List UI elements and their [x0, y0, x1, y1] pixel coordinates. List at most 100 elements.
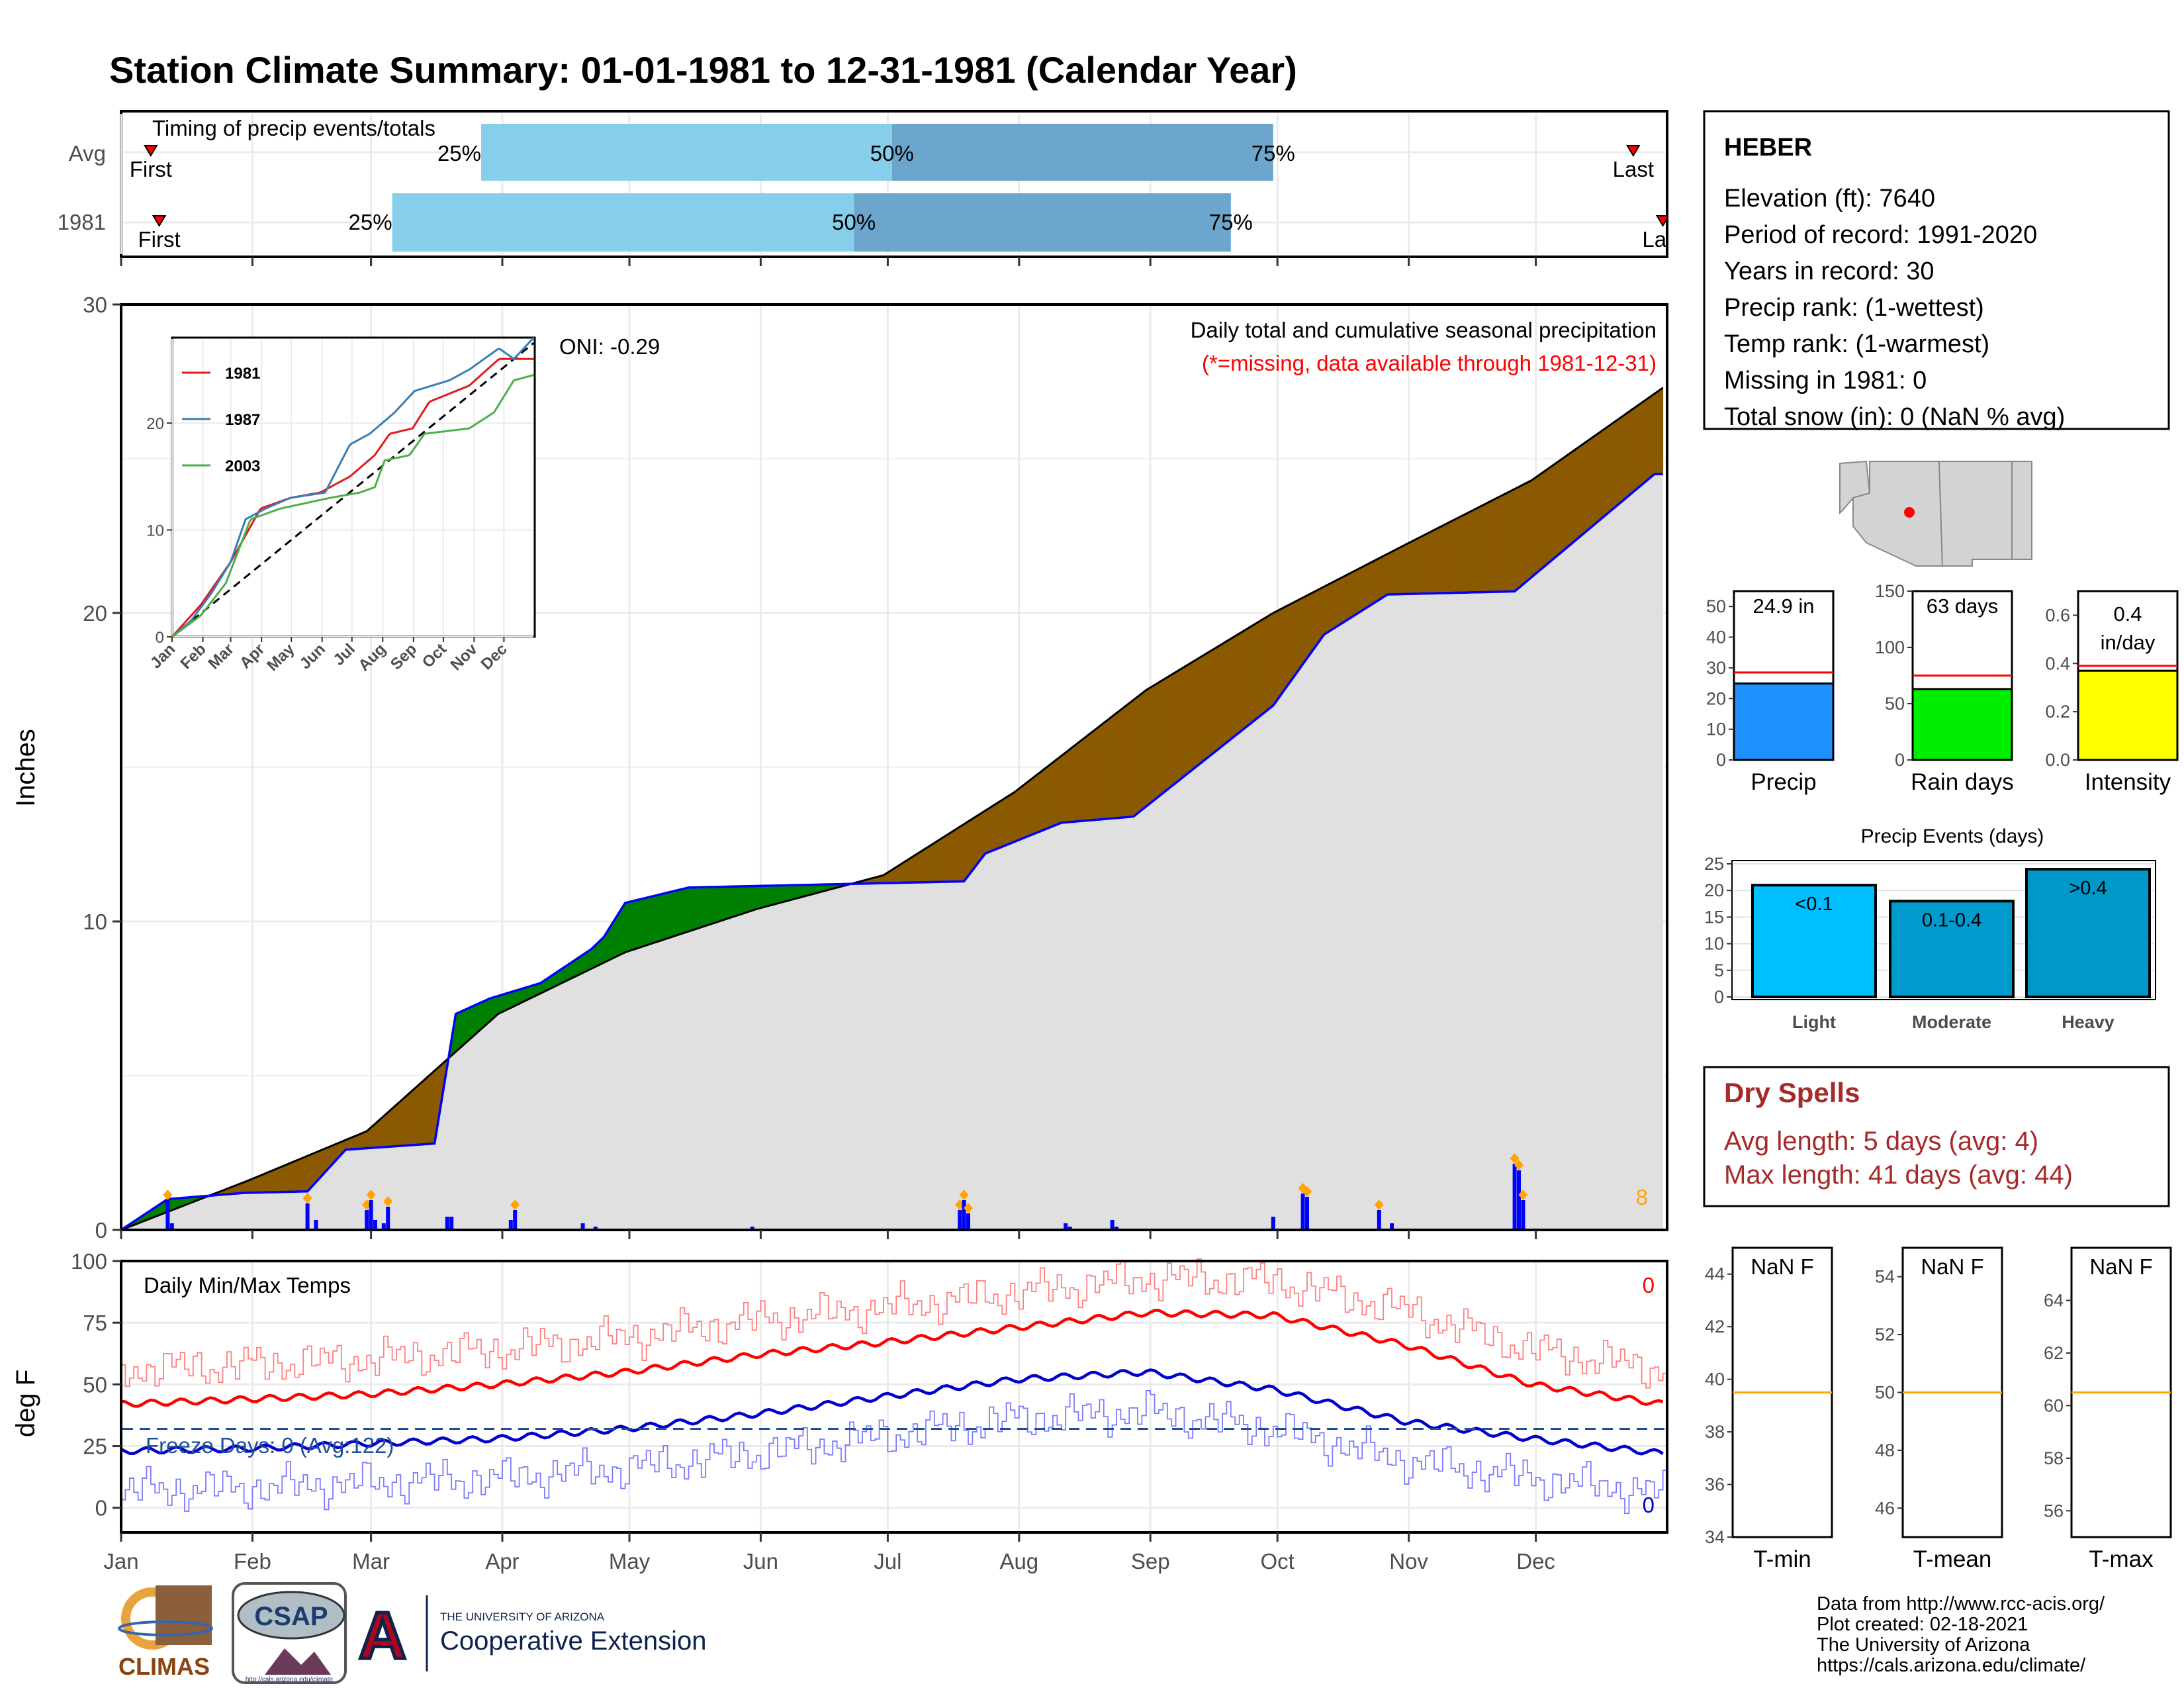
- timing-bars: 25% 50% 75% First Last 25% 50% 75% First Last: [130, 124, 1667, 252]
- precip-departure-fill: [680, 888, 685, 935]
- footer-line-3: The University of Arizona: [1817, 1634, 2030, 1656]
- precip-departure-fill: [1543, 467, 1549, 567]
- precip-departure-fill: [1531, 477, 1537, 578]
- precip-departure-fill: [997, 799, 1003, 849]
- daily-precip-bar: [1305, 1197, 1309, 1230]
- timing-row-label-avg: Avg: [69, 141, 106, 165]
- timing-q1-bar: [481, 124, 892, 181]
- month-label: Aug: [999, 1549, 1038, 1573]
- precip-departure-fill: [917, 850, 923, 883]
- precip-missing-note: (*=missing, data available through 1981-…: [1202, 351, 1657, 375]
- precip-departure-fill: [1557, 459, 1562, 557]
- temp-box-tick-label: 34: [1705, 1527, 1725, 1547]
- precip-departure-fill: [629, 900, 634, 952]
- page-title: Station Climate Summary: 01-01-1981 to 1…: [109, 49, 1297, 91]
- precip-departure-fill: [667, 891, 672, 939]
- precip-events-content: 0 5 10 15 20 25 <0.1 Light 0.1-0.4 Moderate >0.4 He…: [1704, 854, 2154, 1032]
- csap-cloud-icon: [237, 1591, 345, 1640]
- precip-departure-fill: [1548, 465, 1553, 564]
- summary-bar-value-unit: in/day: [2101, 631, 2156, 654]
- precip-departure-fill: [1222, 640, 1227, 747]
- precip-departure-fill: [400, 1096, 406, 1147]
- heavy-event-marker-icon: [1518, 1190, 1528, 1200]
- precip-departure-fill: [1501, 492, 1507, 592]
- temp-box-value: NaN F: [1751, 1254, 1813, 1279]
- precip-departure-fill: [1192, 659, 1198, 771]
- precip-departure-fill: [1230, 635, 1236, 740]
- daily-precip-bar: [1521, 1200, 1525, 1230]
- precip-departure-fill: [731, 886, 736, 918]
- timing-q2-bar: [854, 193, 1231, 252]
- precip-departure-fill: [1620, 414, 1625, 504]
- precip-departure-fill: [764, 885, 770, 908]
- precip-departure-fill: [426, 1074, 431, 1145]
- precip-departure-fill: [968, 818, 973, 877]
- temp-y-tick-label: 25: [83, 1434, 107, 1459]
- daily-precip-bar: [445, 1217, 449, 1230]
- temp-box-value: NaN F: [1921, 1254, 1983, 1279]
- precip-departure-fill: [1116, 709, 1121, 819]
- precip-departure-fill: [1416, 536, 1422, 594]
- summary-bar-fill: [2077, 669, 2179, 761]
- precip-departure-fill: [1430, 529, 1435, 594]
- events-y-tick-label: 20: [1704, 880, 1724, 900]
- precip-departure-fill: [1527, 479, 1532, 582]
- precip-departure-fill: [1010, 791, 1015, 844]
- inset-legend-label: 1981: [225, 365, 260, 383]
- summary-bar-value: 63 days: [1927, 594, 1999, 618]
- temp-box-value: NaN F: [2089, 1254, 2152, 1279]
- daily-precip-bar: [165, 1200, 170, 1230]
- daily-precip-bar: [386, 1207, 390, 1230]
- precip-departure-fill: [379, 1115, 385, 1148]
- precip-departure-fill: [413, 1085, 418, 1146]
- temp-y-axis: 0 25 50 75 100: [71, 1249, 121, 1521]
- precip-departure-fill: [747, 886, 753, 913]
- precip-departure-fill: [913, 853, 918, 883]
- precip-departure-fill: [1539, 471, 1545, 571]
- precip-departure-fill: [1404, 542, 1410, 594]
- temp-box-label: T-mean: [1913, 1546, 1992, 1572]
- precip-departure-fill: [286, 1162, 291, 1193]
- precip-departure-fill: [1493, 496, 1498, 592]
- daily-precip-bar: [1068, 1227, 1072, 1230]
- precip-departure-fill: [989, 804, 994, 853]
- precip-departure-fill: [430, 1070, 435, 1145]
- precip-departure-fill: [1459, 514, 1465, 593]
- precip-departure-fill: [1285, 603, 1291, 689]
- precip-departure-fill: [281, 1164, 287, 1193]
- heavy-event-marker-icon: [1510, 1153, 1520, 1164]
- timing-first-label: First: [138, 227, 181, 252]
- temp-box-label: T-max: [2089, 1546, 2154, 1572]
- temp-box-tick-label: 54: [1875, 1267, 1895, 1287]
- precip-departure-fill: [392, 1103, 397, 1147]
- precip-departure-fill: [1112, 712, 1117, 819]
- ua-line2: Cooperative Extension: [440, 1626, 706, 1656]
- footer-line-4: https://cals.arizona.edu/climate/: [1817, 1655, 2086, 1676]
- precip-departure-fill: [1599, 428, 1604, 522]
- month-label: Jun: [743, 1549, 778, 1573]
- timing-q1-bar: [392, 193, 854, 252]
- events-y-tick-label: 25: [1704, 854, 1724, 874]
- summary-bar-intensity: 0.0 0.2 0.4 0.6 0.4 in/day Intensity: [2045, 590, 2179, 795]
- precip-departure-fill: [1162, 677, 1168, 794]
- precip-departure-fill: [1099, 722, 1105, 820]
- precip-departure-fill: [1133, 696, 1138, 818]
- daily-precip-bar: [962, 1200, 966, 1230]
- station-line: Total snow (in): 0 (NaN % avg): [1724, 403, 2065, 431]
- precip-departure-fill: [455, 1011, 461, 1053]
- precip-departure-fill: [1612, 420, 1617, 511]
- temp-box-tick-label: 50: [1875, 1383, 1895, 1403]
- timing-row-label-1981: 1981: [58, 210, 106, 234]
- precip-corner-count: 8: [1636, 1185, 1648, 1209]
- precip-departure-fill: [1027, 778, 1032, 837]
- summary-bar-precip: 0 10 20 30 40 50 24.9 in Precip: [1706, 590, 1835, 795]
- precip-departure-fill: [1353, 569, 1359, 617]
- precip-departure-fill: [1615, 416, 1621, 507]
- precip-departure-fill: [1095, 726, 1100, 821]
- summary-bar-fill: [1733, 682, 1835, 761]
- dry-spells-max: Max length: 41 days (avg: 44): [1724, 1160, 2073, 1190]
- precip-departure-fill: [735, 886, 740, 917]
- precip-departure-fill: [1370, 559, 1375, 606]
- precip-departure-fill: [1654, 390, 1659, 475]
- ua-line1: THE UNIVERSITY OF ARIZONA: [440, 1611, 605, 1623]
